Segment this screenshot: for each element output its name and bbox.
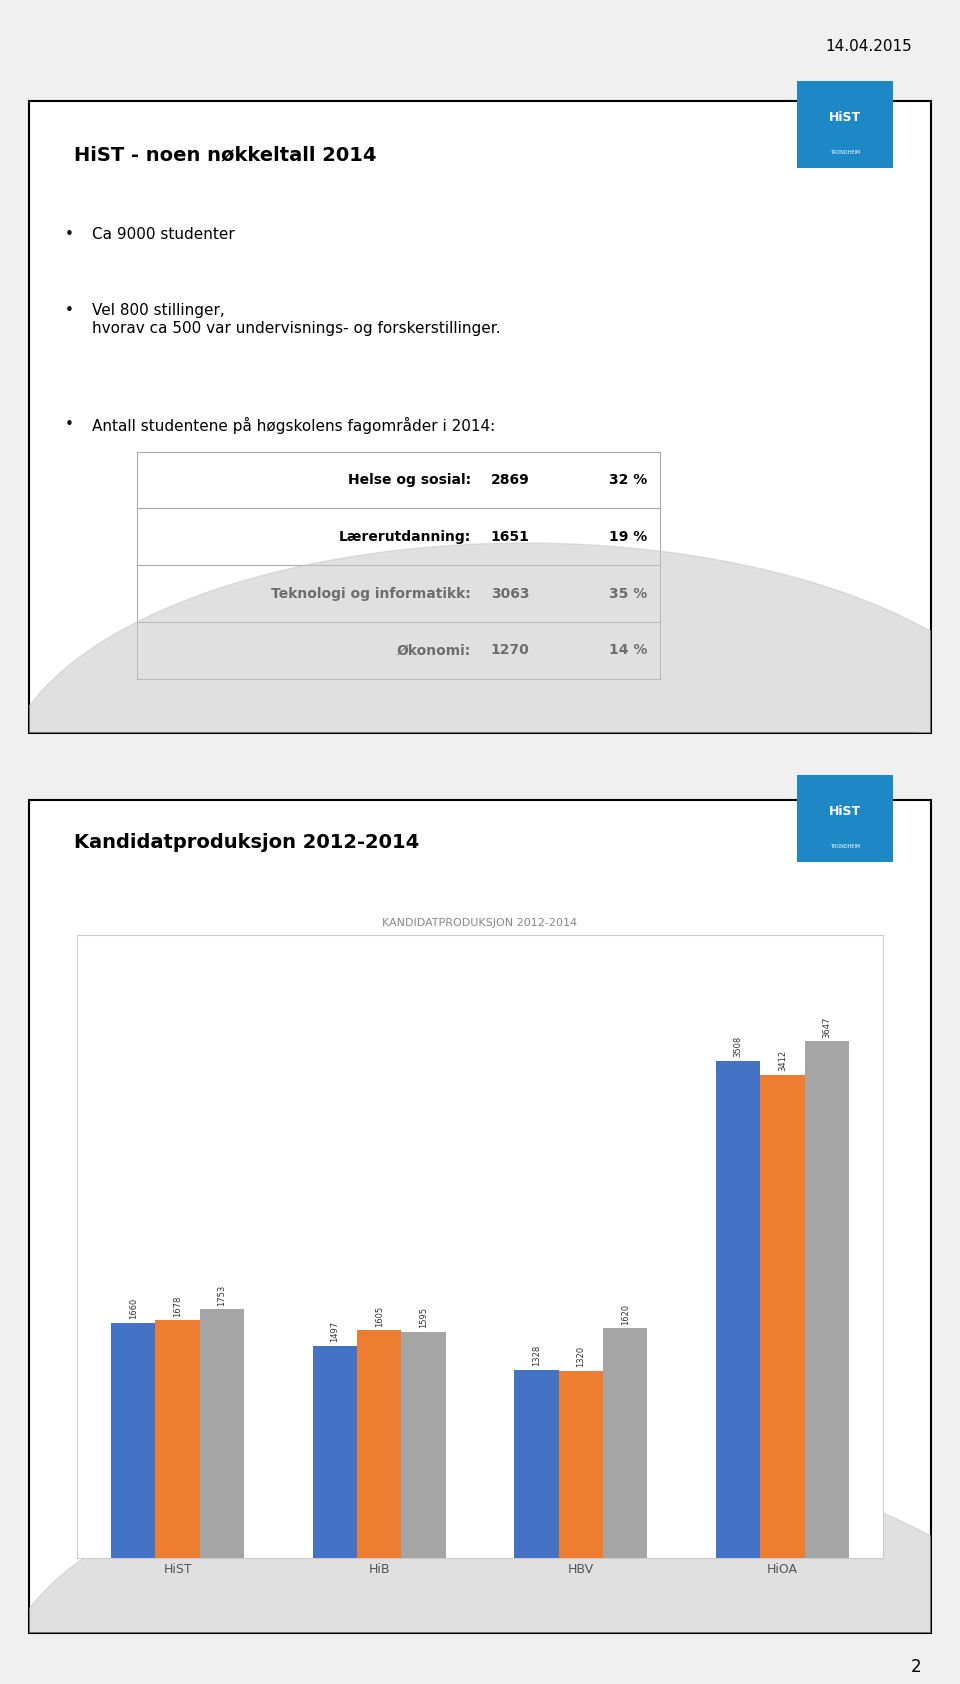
Text: Teknologi og informatikk:: Teknologi og informatikk: — [272, 586, 471, 601]
Polygon shape — [2, 1450, 960, 1684]
Text: 3063: 3063 — [492, 586, 530, 601]
Title: KANDIDATPRODUKSJON 2012-2014: KANDIDATPRODUKSJON 2012-2014 — [382, 918, 578, 928]
Polygon shape — [2, 544, 960, 827]
Text: Vel 800 stillinger,
hvorav ca 500 var undervisnings- og forskerstillinger.: Vel 800 stillinger, hvorav ca 500 var un… — [92, 303, 500, 335]
Text: 1497: 1497 — [330, 1320, 339, 1342]
Text: Helse og sosial:: Helse og sosial: — [348, 473, 471, 487]
Text: 32 %: 32 % — [609, 473, 647, 487]
Text: Kandidatproduksjon 2012-2014: Kandidatproduksjon 2012-2014 — [74, 834, 420, 852]
Text: 1320: 1320 — [576, 1346, 586, 1367]
Bar — [559, 1371, 603, 1558]
Text: •: • — [65, 418, 74, 431]
Text: 1678: 1678 — [173, 1295, 182, 1317]
Text: HiST: HiST — [828, 805, 861, 818]
Text: 1595: 1595 — [420, 1307, 428, 1329]
Text: Økonomi:: Økonomi: — [396, 643, 471, 657]
Text: Lærerutdanning:: Lærerutdanning: — [339, 530, 471, 544]
Text: 1651: 1651 — [491, 530, 530, 544]
Text: Antall studentene på høgskolens fagområder i 2014:: Antall studentene på høgskolens fagområd… — [92, 418, 495, 434]
Text: 1328: 1328 — [532, 1346, 540, 1366]
Text: HiST: HiST — [828, 111, 861, 125]
Bar — [200, 1310, 244, 1558]
Text: 3647: 3647 — [823, 1017, 831, 1037]
Text: •: • — [65, 227, 74, 242]
Text: 19 %: 19 % — [609, 530, 647, 544]
Text: HiST - noen nøkkeltall 2014: HiST - noen nøkkeltall 2014 — [74, 145, 376, 165]
Bar — [804, 1041, 849, 1558]
FancyBboxPatch shape — [29, 101, 931, 733]
Text: 1753: 1753 — [218, 1285, 227, 1305]
FancyBboxPatch shape — [791, 76, 899, 173]
Bar — [156, 1320, 200, 1558]
Text: •: • — [65, 303, 74, 318]
Text: 3508: 3508 — [733, 1036, 742, 1058]
Text: 2869: 2869 — [491, 473, 530, 487]
Bar — [760, 1074, 804, 1558]
Bar — [716, 1061, 760, 1558]
Text: TRONDHEIM: TRONDHEIM — [829, 844, 860, 849]
Bar — [313, 1346, 357, 1558]
FancyBboxPatch shape — [29, 800, 931, 1633]
Bar — [111, 1322, 156, 1558]
Bar — [515, 1369, 559, 1558]
Text: TRONDHEIM: TRONDHEIM — [829, 150, 860, 155]
Text: 14.04.2015: 14.04.2015 — [826, 39, 912, 54]
Text: 1620: 1620 — [621, 1303, 630, 1325]
Text: 1660: 1660 — [129, 1298, 137, 1319]
FancyBboxPatch shape — [791, 770, 899, 867]
Bar — [603, 1329, 647, 1558]
Text: 2: 2 — [911, 1657, 922, 1676]
Text: 14 %: 14 % — [609, 643, 647, 657]
Text: 1270: 1270 — [491, 643, 530, 657]
Text: 1605: 1605 — [374, 1305, 384, 1327]
Text: 3412: 3412 — [778, 1049, 787, 1071]
Text: Ca 9000 studenter: Ca 9000 studenter — [92, 227, 234, 242]
Text: 35 %: 35 % — [609, 586, 647, 601]
Bar — [357, 1330, 401, 1558]
Bar — [401, 1332, 445, 1558]
